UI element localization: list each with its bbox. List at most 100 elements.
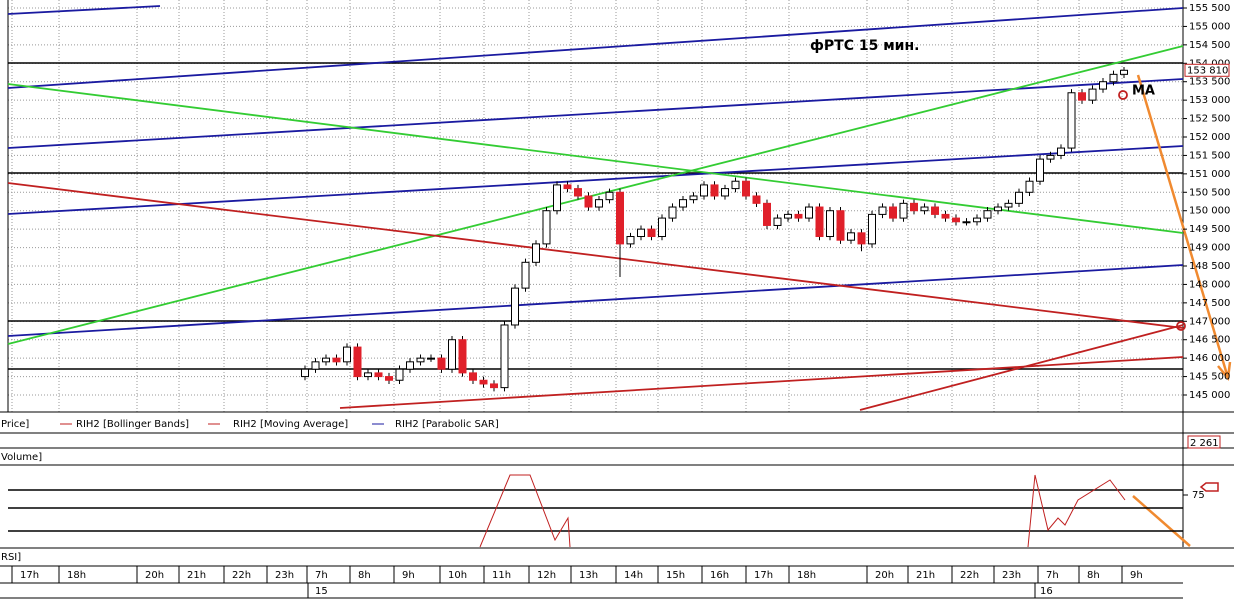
candle-body: [1088, 88, 1097, 101]
y-tick-label: 154 000: [1189, 58, 1230, 69]
x-tick-label: 18h: [797, 570, 816, 581]
candle-body: [910, 202, 918, 212]
candle-body: [658, 217, 666, 238]
y-tick-label: 149 000: [1189, 243, 1230, 254]
candle-body: [700, 184, 708, 197]
candle-body: [332, 357, 341, 363]
candle-body: [826, 210, 834, 238]
candle-body: [343, 346, 351, 363]
trend-line: [7, 7, 1184, 89]
trend-line: [7, 264, 1184, 337]
candle-body: [752, 195, 761, 204]
y-tick-label: 155 000: [1189, 21, 1230, 32]
candle-body: [301, 368, 309, 378]
x-tick-label: 17h: [20, 570, 39, 581]
candle-body: [385, 376, 393, 381]
candle-body: [941, 213, 950, 219]
x-tick-label: 21h: [187, 570, 206, 581]
x-tick-label: 21h: [916, 570, 935, 581]
y-tick-label: 145 500: [1189, 372, 1230, 383]
legend-entry: RIH2 [Moving Average]: [233, 419, 348, 430]
arrow-head: [1217, 361, 1232, 382]
candle-body: [973, 217, 981, 223]
candle-body: [469, 372, 477, 381]
x-tick-label: 13h: [579, 570, 598, 581]
candle-body: [710, 184, 719, 197]
candle-body: [490, 383, 498, 389]
candle-body: [353, 346, 362, 378]
candle-body: [815, 206, 824, 238]
candle-body: [395, 368, 404, 381]
y-tick-label: 146 500: [1189, 335, 1230, 346]
candle-body: [1057, 147, 1065, 156]
volume-box: [1187, 435, 1221, 449]
forecast-arrow: [1136, 74, 1230, 379]
candle-body: [1036, 158, 1044, 182]
candle-body: [952, 217, 960, 223]
candle-body: [374, 372, 383, 378]
candle-body: [574, 188, 582, 197]
marker: [1176, 321, 1186, 331]
candle-body: [563, 184, 572, 190]
candle-body: [1015, 191, 1023, 204]
candle-body: [647, 228, 656, 238]
trend-line: [339, 356, 1184, 409]
trend-line: [7, 145, 1184, 215]
x-tick-label: 17h: [754, 570, 773, 581]
price-label: 153 810: [1187, 65, 1228, 76]
y-tick-label: 153 000: [1189, 95, 1230, 106]
rsi-panel: 75: [8, 474, 1219, 548]
candle-body: [553, 184, 561, 212]
date-label: 15: [315, 586, 328, 597]
volume-label: 2 261: [1190, 438, 1219, 449]
x-tick-label: 8h: [358, 570, 371, 581]
y-tick-label: 151 500: [1189, 150, 1230, 161]
panel-title: RSI]: [1, 552, 21, 563]
candle-body: [1120, 69, 1128, 75]
y-tick-label: 150 000: [1189, 206, 1230, 217]
y-tick-label: 147 000: [1189, 316, 1230, 327]
legend-entry: RIH2 [Bollinger Bands]: [76, 419, 189, 430]
legend-entry: Price]: [1, 419, 29, 430]
rsi-arrow: [1132, 495, 1191, 547]
candle-body: [805, 206, 813, 219]
candle-body: [1025, 180, 1034, 193]
x-tick-label: 22h: [232, 570, 251, 581]
x-tick-label: 11h: [492, 570, 511, 581]
candle-body: [721, 188, 729, 197]
candle-body: [847, 232, 855, 241]
legend-entry: RIH2 [Parabolic SAR]: [395, 419, 499, 430]
candle-body: [1109, 73, 1118, 83]
candle-body: [931, 206, 939, 215]
y-tick-label: 147 500: [1189, 298, 1230, 309]
candle-body: [605, 191, 614, 201]
x-tick-label: 22h: [960, 570, 979, 581]
candle-body: [763, 202, 771, 226]
y-tick-label: 153 500: [1189, 77, 1230, 88]
y-tick-label: 151 000: [1189, 169, 1230, 180]
candle-body: [500, 324, 509, 389]
candle-body: [416, 357, 425, 363]
candle-body: [668, 206, 677, 219]
candle-body: [532, 243, 540, 263]
candle-body: [689, 195, 698, 201]
candle-body: [899, 202, 908, 219]
x-tick-label: 16h: [710, 570, 729, 581]
date-label: 16: [1040, 586, 1053, 597]
candle-body: [479, 379, 488, 385]
candle-body: [311, 361, 320, 370]
candle-body: [794, 213, 803, 219]
candle-body: [322, 357, 330, 363]
candle-body: [637, 228, 645, 238]
candle-body: [616, 191, 624, 245]
chart-title: фРТС 15 мин.: [810, 38, 919, 54]
candle-body: [626, 236, 635, 245]
candle-body: [889, 206, 897, 219]
candle-body: [731, 180, 740, 190]
x-tick-label: 18h: [67, 570, 86, 581]
x-tick-label: 20h: [145, 570, 164, 581]
y-tick-label: 150 500: [1189, 187, 1230, 198]
y-tick-label: 148 500: [1189, 261, 1230, 272]
x-tick-label: 8h: [1087, 570, 1100, 581]
rsi-line: [1027, 474, 1126, 548]
